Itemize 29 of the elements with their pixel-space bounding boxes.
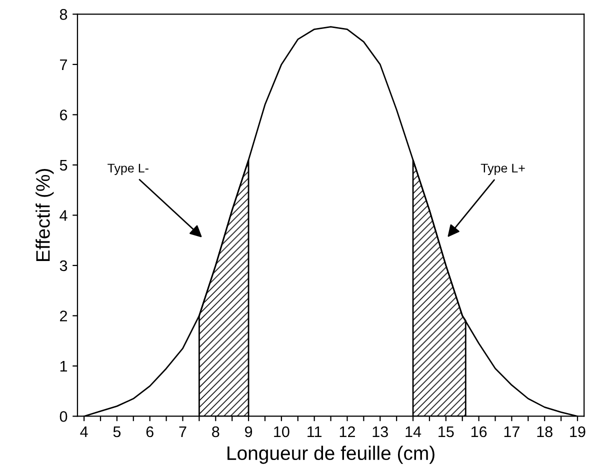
x-tick-label: 16: [471, 426, 487, 438]
y-tick-label: 2: [60, 310, 67, 322]
x-tick-label: 7: [179, 426, 186, 438]
x-tick-label: 5: [113, 426, 121, 438]
x-tick-label: 9: [245, 426, 252, 438]
x-axis-title: Longueur de feuille (cm): [228, 446, 434, 464]
x-tick-label: 4: [80, 426, 88, 438]
x-tick-label: 10: [274, 426, 290, 438]
y-tick-label: 3: [60, 260, 68, 272]
x-tick-label: 13: [372, 426, 388, 438]
x-tick-label: 8: [212, 426, 220, 438]
x-tick-label: 14: [406, 426, 422, 438]
annotation: Type L-: [108, 164, 148, 176]
x-tick-label: 6: [146, 426, 154, 438]
x-tick-label: 11: [308, 426, 322, 438]
y-tick-label: 1: [60, 361, 68, 372]
y-tick-label: 5: [60, 160, 68, 171]
y-tick-label: 0: [60, 411, 68, 422]
y-tick-label: 6: [60, 110, 68, 120]
x-tick-label: 12: [340, 426, 355, 438]
x-tick-label: 15: [438, 426, 454, 438]
y-tick-label: 4: [60, 210, 68, 221]
x-tick-label: 17: [504, 426, 520, 438]
y-tick-label: 7: [60, 59, 67, 70]
y-tick-label: 8: [60, 9, 68, 20]
x-tick-label: 19: [570, 426, 586, 438]
annotation: Type L+: [480, 164, 525, 176]
x-tick-label: 18: [537, 426, 552, 438]
y-axis-title: Effectif (%): [36, 169, 54, 261]
